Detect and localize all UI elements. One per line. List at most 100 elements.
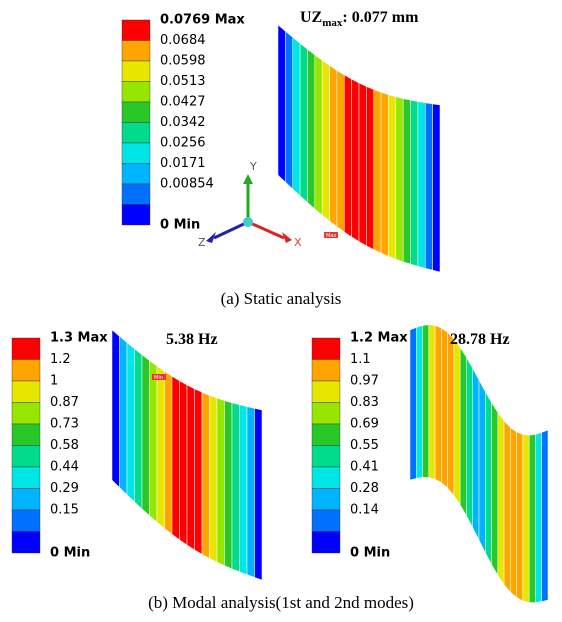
legend-label: 0.55 bbox=[350, 438, 379, 453]
legend-swatch bbox=[312, 424, 340, 446]
sheet-strip bbox=[529, 434, 535, 602]
sheet-strip bbox=[172, 376, 180, 540]
legend-swatch bbox=[122, 102, 150, 123]
legend-swatch bbox=[12, 510, 40, 532]
legend-label: 0 Min bbox=[160, 218, 200, 233]
sheet-strip bbox=[433, 104, 440, 272]
legend-label: 0 Min bbox=[50, 546, 90, 561]
legend-label: 0.00854 bbox=[160, 177, 214, 192]
legend-swatch bbox=[312, 467, 340, 489]
sheet-strip bbox=[423, 325, 429, 478]
sheet-strip bbox=[330, 66, 337, 227]
legend-label: 0.0342 bbox=[160, 115, 206, 130]
legend-label: 0.14 bbox=[350, 503, 379, 518]
legend-label: 0.0769 Max bbox=[160, 13, 245, 28]
legend-label: 0.15 bbox=[50, 503, 79, 518]
sheet-strip bbox=[322, 60, 329, 221]
sheet-strip bbox=[112, 330, 120, 487]
sheet-strip bbox=[416, 326, 422, 479]
caption: (a) Static analysis bbox=[221, 289, 342, 308]
legend-label: 0.0171 bbox=[160, 156, 206, 171]
sheet-strip bbox=[441, 328, 447, 488]
sheet-strip bbox=[157, 366, 165, 528]
sheet-strip bbox=[542, 430, 548, 602]
sheet-strip bbox=[374, 90, 381, 254]
sheet-strip bbox=[127, 343, 135, 502]
legend-label: 0.0427 bbox=[160, 95, 206, 110]
sheet-strip bbox=[240, 405, 248, 575]
sheet-strip bbox=[210, 395, 218, 562]
sheet-strip bbox=[195, 389, 203, 554]
sheet-strip bbox=[403, 99, 410, 264]
legend-label: 0.97 bbox=[350, 374, 379, 389]
marker-label: Min bbox=[154, 375, 163, 381]
legend-swatch bbox=[122, 41, 150, 62]
legend-swatch bbox=[312, 532, 340, 554]
sheet-strip bbox=[225, 401, 233, 569]
legend-label: 0.0598 bbox=[160, 54, 206, 69]
sheet-strip bbox=[278, 25, 285, 182]
legend-label: 1.1 bbox=[350, 352, 371, 367]
sheet-strip bbox=[165, 371, 173, 534]
sheet-strip bbox=[410, 328, 416, 480]
sheet-strip bbox=[411, 100, 418, 266]
legend-label: 0.0684 bbox=[160, 33, 206, 48]
legend-swatch bbox=[312, 446, 340, 468]
legend-swatch bbox=[12, 381, 40, 403]
legend-label: 0.41 bbox=[350, 460, 379, 475]
legend-label: 0.0513 bbox=[160, 74, 206, 89]
legend-swatch bbox=[312, 381, 340, 403]
sheet-strip bbox=[425, 103, 432, 270]
sheet-strip bbox=[315, 55, 322, 215]
legend-swatch bbox=[12, 403, 40, 425]
sheet-strip bbox=[300, 43, 307, 202]
legend-label: 0.83 bbox=[350, 395, 379, 410]
sheet-strip bbox=[381, 92, 388, 256]
sheet-strip bbox=[352, 79, 359, 241]
legend-swatch bbox=[12, 532, 40, 554]
figure: UZmax: 0.077 mm 5.38 Hz 28.78 Hz Y Z X M… bbox=[0, 0, 562, 622]
sheet-strip bbox=[479, 380, 485, 552]
sheet-strip bbox=[388, 95, 395, 259]
axis-label: Z bbox=[198, 236, 206, 249]
caption: (b) Modal analysis(1st and 2nd modes) bbox=[148, 593, 414, 612]
legend-label: 0 Min bbox=[350, 546, 390, 561]
sheet-strip bbox=[460, 347, 466, 515]
legend-label: 0.28 bbox=[350, 481, 379, 496]
sheet-strip bbox=[307, 49, 314, 209]
legend-label: 0.73 bbox=[50, 417, 79, 432]
annotation: 28.78 Hz bbox=[450, 331, 510, 348]
legend-swatch bbox=[12, 489, 40, 511]
sheet-strip bbox=[359, 83, 366, 246]
sheet-strip bbox=[510, 427, 516, 597]
sheet-strip bbox=[187, 385, 195, 550]
legend-swatch bbox=[122, 164, 150, 185]
legend-swatch bbox=[312, 510, 340, 532]
sheet-strip bbox=[498, 413, 504, 585]
sheet-strip bbox=[180, 381, 188, 545]
sheet-strip bbox=[293, 37, 300, 195]
legend-swatch bbox=[12, 467, 40, 489]
sheet-strip bbox=[142, 355, 150, 516]
legend-label: 0.87 bbox=[50, 395, 79, 410]
legend-label: 0.0256 bbox=[160, 136, 206, 151]
sheet-strip bbox=[337, 70, 344, 231]
sheet-strip bbox=[366, 86, 373, 249]
legend-swatch bbox=[12, 360, 40, 382]
sheet-strip bbox=[396, 97, 403, 262]
annotation-rest: : 0.077 mm bbox=[342, 9, 419, 26]
legend-swatch bbox=[122, 82, 150, 103]
legend-label: 0.29 bbox=[50, 481, 79, 496]
sheet-strip bbox=[120, 336, 128, 494]
sheet-strip bbox=[523, 435, 529, 603]
legend-swatch bbox=[12, 424, 40, 446]
legend-label: 1.2 bbox=[50, 352, 71, 367]
legend-swatch bbox=[12, 338, 40, 360]
marker-label: Max bbox=[326, 233, 336, 239]
legend-swatch bbox=[312, 338, 340, 360]
annotation-main: UZ bbox=[300, 9, 322, 26]
sheet-strip bbox=[535, 432, 541, 602]
sheet-strip bbox=[135, 349, 143, 509]
sheet-strip bbox=[232, 403, 240, 572]
annotation-sub: max bbox=[322, 17, 343, 29]
